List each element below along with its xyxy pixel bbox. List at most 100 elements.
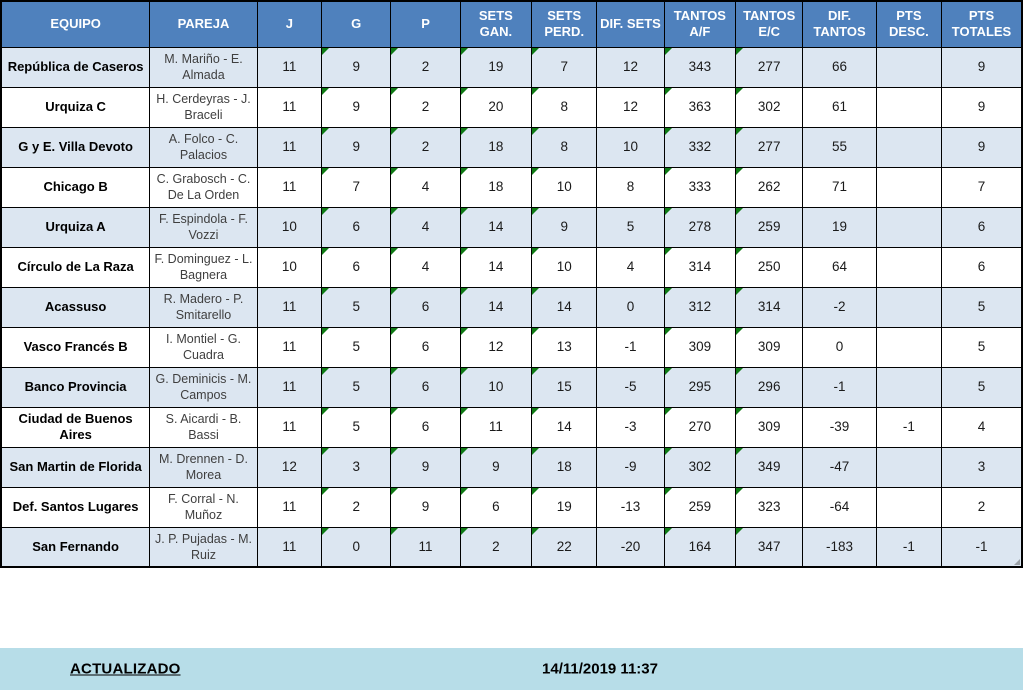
error-indicator-icon bbox=[532, 328, 540, 335]
cell-dif_tantos: -64 bbox=[802, 486, 877, 528]
column-header-equipo: EQUIPO bbox=[0, 0, 151, 48]
cell-pareja: M. Drennen - D. Morea bbox=[149, 446, 258, 488]
error-indicator-icon bbox=[322, 408, 330, 415]
cell-pareja: F. Corral - N. Muñoz bbox=[149, 486, 258, 528]
error-indicator-icon bbox=[461, 448, 468, 455]
cell-p: 2 bbox=[390, 126, 461, 168]
footer-bar: ACTUALIZADO 14/11/2019 11:37 bbox=[0, 648, 1023, 690]
cell-pareja: I. Montiel - G. Cuadra bbox=[149, 326, 258, 368]
column-header-tantos_af: TANTOS A/F bbox=[663, 0, 737, 48]
error-indicator-icon bbox=[736, 168, 744, 175]
cell-tantos_ec: 302 bbox=[735, 86, 804, 128]
cell-pts_totales: 7 bbox=[941, 166, 1023, 208]
error-indicator-icon bbox=[736, 48, 744, 55]
cell-sets_gan: 10 bbox=[459, 366, 533, 408]
cell-equipo: Acassuso bbox=[0, 286, 151, 328]
error-indicator-icon bbox=[532, 408, 540, 415]
cell-tantos_ec: 259 bbox=[735, 206, 804, 248]
cell-tantos_af: 333 bbox=[663, 166, 737, 208]
error-indicator-icon bbox=[461, 288, 468, 295]
error-indicator-icon bbox=[665, 208, 672, 215]
cell-pts_totales: 6 bbox=[941, 206, 1023, 248]
error-indicator-icon bbox=[736, 368, 744, 375]
cell-tantos_ec: 349 bbox=[735, 446, 804, 488]
column-header-pareja: PAREJA bbox=[149, 0, 258, 48]
error-indicator-icon bbox=[322, 488, 330, 495]
error-indicator-icon bbox=[461, 488, 468, 495]
error-indicator-icon bbox=[532, 248, 540, 255]
cell-pareja: M. Mariño - E. Almada bbox=[149, 46, 258, 88]
error-indicator-icon bbox=[665, 248, 672, 255]
cell-g: 6 bbox=[321, 246, 392, 288]
cell-g: 0 bbox=[321, 526, 392, 568]
cell-p: 9 bbox=[390, 446, 461, 488]
cell-tantos_af: 259 bbox=[663, 486, 737, 528]
column-header-j: J bbox=[256, 0, 323, 48]
error-indicator-icon bbox=[391, 128, 399, 135]
cell-equipo: G y E. Villa Devoto bbox=[0, 126, 151, 168]
cell-p: 4 bbox=[390, 206, 461, 248]
cell-pareja: H. Cerdeyras - J. Braceli bbox=[149, 86, 258, 128]
cell-tantos_af: 270 bbox=[663, 406, 737, 448]
cell-p: 6 bbox=[390, 326, 461, 368]
cell-dif_tantos: -183 bbox=[802, 526, 877, 568]
cell-p: 6 bbox=[390, 286, 461, 328]
error-indicator-icon bbox=[736, 248, 744, 255]
table-row: Acassuso R. Madero - P. Smitarello 11 5 6 14 1… bbox=[0, 286, 1023, 328]
cell-sets_perd: 19 bbox=[531, 486, 598, 528]
error-indicator-icon bbox=[665, 448, 672, 455]
table-row: San Martin de Florida M. Drennen - D. Mor… bbox=[0, 446, 1023, 488]
column-header-pts_totales: PTS TOTALES bbox=[941, 0, 1023, 48]
error-indicator-icon bbox=[532, 208, 540, 215]
error-indicator-icon bbox=[532, 88, 540, 95]
error-indicator-icon bbox=[532, 368, 540, 375]
cell-j: 11 bbox=[256, 126, 323, 168]
error-indicator-icon bbox=[322, 328, 330, 335]
error-indicator-icon bbox=[736, 408, 744, 415]
cell-tantos_ec: 250 bbox=[735, 246, 804, 288]
column-header-pts_desc: PTS DESC. bbox=[875, 0, 943, 48]
cell-j: 11 bbox=[256, 526, 323, 568]
table-row: Ciudad de Buenos Aires S. Aicardi - B. Ba… bbox=[0, 406, 1023, 448]
cell-pareja: A. Folco - C. Palacios bbox=[149, 126, 258, 168]
cell-pareja: R. Madero - P. Smitarello bbox=[149, 286, 258, 328]
cell-sets_gan: 14 bbox=[459, 246, 533, 288]
cell-g: 7 bbox=[321, 166, 392, 208]
cell-tantos_af: 314 bbox=[663, 246, 737, 288]
error-indicator-icon bbox=[665, 128, 672, 135]
cell-dif_tantos: -1 bbox=[802, 366, 877, 408]
cell-dif_sets: 12 bbox=[596, 86, 665, 128]
cell-g: 5 bbox=[321, 326, 392, 368]
error-indicator-icon bbox=[665, 288, 672, 295]
error-indicator-icon bbox=[461, 328, 468, 335]
error-indicator-icon bbox=[736, 448, 744, 455]
cell-equipo: República de Caseros bbox=[0, 46, 151, 88]
cell-j: 10 bbox=[256, 246, 323, 288]
cell-equipo: Ciudad de Buenos Aires bbox=[0, 406, 151, 448]
cell-sets_perd: 10 bbox=[531, 246, 598, 288]
cell-pareja: J. P. Pujadas - M. Ruiz bbox=[149, 526, 258, 568]
cell-dif_tantos: 64 bbox=[802, 246, 877, 288]
error-indicator-icon bbox=[461, 208, 468, 215]
error-indicator-icon bbox=[391, 408, 399, 415]
cell-pts_totales: 6 bbox=[941, 246, 1023, 288]
column-header-sets_perd: SETS PERD. bbox=[531, 0, 598, 48]
cell-equipo: San Martin de Florida bbox=[0, 446, 151, 488]
table-row: Banco Provincia G. Deminicis - M. Campos 1… bbox=[0, 366, 1023, 408]
table-row: G y E. Villa Devoto A. Folco - C. Palacio… bbox=[0, 126, 1023, 168]
cell-tantos_af: 278 bbox=[663, 206, 737, 248]
cell-pts_desc bbox=[875, 246, 943, 288]
cell-sets_gan: 20 bbox=[459, 86, 533, 128]
error-indicator-icon bbox=[665, 368, 672, 375]
cell-p: 4 bbox=[390, 246, 461, 288]
error-indicator-icon bbox=[391, 448, 399, 455]
cell-g: 6 bbox=[321, 206, 392, 248]
cell-p: 2 bbox=[390, 46, 461, 88]
error-indicator-icon bbox=[391, 88, 399, 95]
cell-tantos_ec: 309 bbox=[735, 326, 804, 368]
cell-p: 4 bbox=[390, 166, 461, 208]
error-indicator-icon bbox=[665, 48, 672, 55]
cell-g: 5 bbox=[321, 286, 392, 328]
cell-equipo: Banco Provincia bbox=[0, 366, 151, 408]
error-indicator-icon bbox=[532, 128, 540, 135]
